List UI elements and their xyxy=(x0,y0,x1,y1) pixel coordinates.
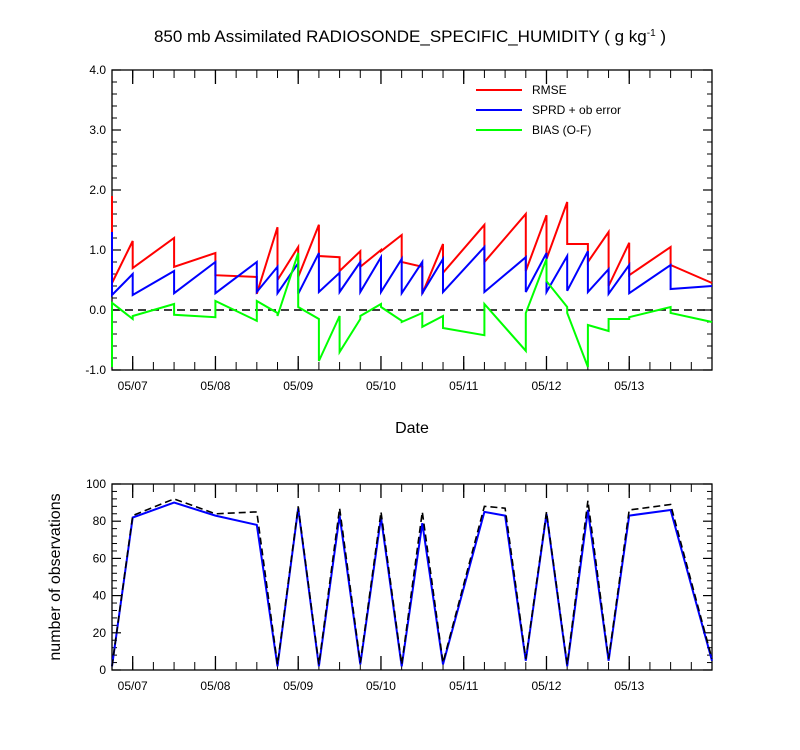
x-tick-label: 05/11 xyxy=(449,379,478,393)
x-tick-label: 05/10 xyxy=(366,679,396,693)
x-tick-label: 05/08 xyxy=(200,379,230,393)
y-tick-label: 0.0 xyxy=(89,303,106,317)
bottom-panel: 0 20 40 60 80 100 05/07 05/08 05/09 05/10 05/11 05/… xyxy=(86,477,713,693)
y-tick-label: 100 xyxy=(86,477,106,491)
x-tick-label: 05/07 xyxy=(118,379,148,393)
y-tick-label: 60 xyxy=(93,551,107,565)
top-panel: -1.0 0.0 1.0 2.0 3.0 4.0 05/07 05/08 05/09 05/10 0… xyxy=(85,63,713,393)
x-tick-label: 05/07 xyxy=(118,679,148,693)
y-tick-label: 20 xyxy=(93,626,107,640)
x-tick-label: 05/13 xyxy=(614,379,644,393)
y-tick-label: 1.0 xyxy=(89,243,106,257)
legend-label: BIAS (O-F) xyxy=(532,123,591,137)
x-axis-title: Date xyxy=(395,420,429,437)
x-tick-label: 05/11 xyxy=(449,679,478,693)
title-suffix: ) xyxy=(656,27,666,46)
x-tick-label: 05/08 xyxy=(200,679,230,693)
series-line-bias-o-f xyxy=(111,252,713,368)
y-tick-label: 2.0 xyxy=(89,183,106,197)
x-tick-label: 05/09 xyxy=(283,379,313,393)
series-line-sprd-ob-error xyxy=(111,232,713,298)
title-superscript: -1 xyxy=(647,28,656,39)
y-axis-title-observations: number of observations xyxy=(47,493,64,660)
chart-title: 850 mb Assimilated RADIOSONDE_SPECIFIC_H… xyxy=(154,27,666,46)
y-tick-label: 40 xyxy=(93,589,107,603)
y-tick-label: 0 xyxy=(99,663,106,677)
series-line-total-observations xyxy=(111,498,713,667)
y-tick-label: 4.0 xyxy=(89,63,106,77)
y-tick-label: 3.0 xyxy=(89,123,106,137)
y-tick-label: 80 xyxy=(93,514,107,528)
x-tick-label: 05/09 xyxy=(283,679,313,693)
x-tick-label: 05/12 xyxy=(531,679,561,693)
x-tick-label: 05/10 xyxy=(366,379,396,393)
legend-label: SPRD + ob error xyxy=(532,103,621,117)
plot-frame-0 xyxy=(111,69,713,371)
x-tick-label: 05/12 xyxy=(531,379,561,393)
series-line-assimilated-observations xyxy=(111,501,713,667)
x-tick-label: 05/13 xyxy=(614,679,644,693)
legend-label: RMSE xyxy=(532,83,567,97)
plot-frame-1 xyxy=(111,483,713,671)
y-tick-label: -1.0 xyxy=(85,363,106,377)
